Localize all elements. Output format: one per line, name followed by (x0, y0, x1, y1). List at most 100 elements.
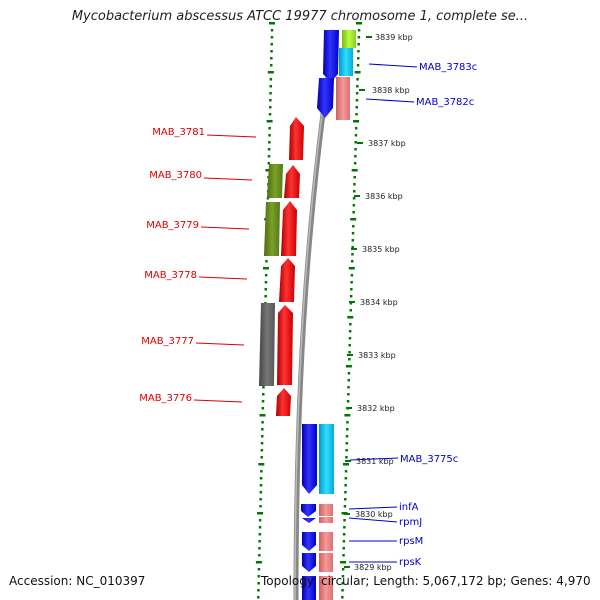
axis-tick (345, 449, 348, 452)
gene-label-mab-3779[interactable]: MAB_3779 (146, 220, 199, 231)
axis-tick (344, 491, 347, 494)
axis-tick (264, 281, 268, 284)
gene-mab-3778[interactable] (279, 258, 295, 302)
axis-tick (258, 547, 261, 550)
axis-tick (258, 554, 261, 557)
axis-tick (257, 596, 260, 599)
feature-salmon-rpsm (319, 532, 333, 551)
kbp-label: 3839 kbp (375, 33, 413, 42)
axis-tick (353, 176, 356, 179)
axis-tick (356, 85, 359, 88)
gene-rpsm[interactable] (302, 532, 316, 551)
gene-label-rpsk[interactable]: rpsK (399, 557, 422, 568)
axis-tick (262, 393, 265, 396)
axis-tick (345, 365, 352, 368)
axis-tick (345, 442, 349, 445)
axis-tick (351, 169, 358, 172)
axis-tick (268, 127, 271, 130)
gene-label-mab-3781[interactable]: MAB_3781 (152, 127, 205, 138)
axis-tick (348, 337, 352, 340)
axis-tick (344, 414, 351, 417)
feature-olive-1 (267, 164, 283, 198)
axis-tick (342, 547, 345, 550)
axis-tick (259, 505, 262, 508)
gene-mab-3783c[interactable] (323, 30, 339, 82)
axis-tick (259, 484, 263, 487)
left-feature-track (259, 117, 304, 416)
kbp-label: 3836 kbp (365, 192, 403, 201)
axis-tick (357, 29, 361, 32)
axis-tick (344, 477, 348, 480)
axis-tick (340, 561, 347, 564)
axis-tick (347, 393, 350, 396)
axis-tick (346, 421, 349, 424)
gene-mab-3781[interactable] (289, 117, 304, 160)
right-gene-labels: MAB_3783c MAB_3782c MAB_3775c infA rpmJ … (348, 62, 477, 568)
axis-tick (270, 50, 273, 53)
gene-label-mab-3777[interactable]: MAB_3777 (141, 336, 194, 347)
kbp-label: 3837 kbp (368, 139, 406, 148)
gene-label-mab-3776[interactable]: MAB_3776 (139, 393, 192, 404)
axis-tick (257, 582, 260, 585)
axis-tick (344, 498, 347, 501)
axis-tick (354, 148, 357, 151)
gene-label-mab-3778[interactable]: MAB_3778 (144, 270, 197, 281)
gene-mab-3779[interactable] (281, 201, 297, 256)
axis-tick (352, 211, 355, 214)
left-gene-labels: MAB_3781 MAB_3780 MAB_3779 MAB_3778 MAB_… (139, 127, 257, 404)
gene-mab-3782c[interactable] (317, 78, 334, 118)
axis-tick (357, 36, 361, 39)
gene-label-rpmj[interactable]: rpmJ (399, 517, 422, 528)
kbp-label: 3835 kbp (362, 245, 400, 254)
axis-tick (269, 106, 272, 109)
axis-tick (351, 246, 354, 249)
gene-label-mab-3775c[interactable]: MAB_3775c (400, 454, 458, 465)
axis-tick (270, 43, 273, 46)
axis-tick (354, 127, 358, 130)
gene-mab-3780[interactable] (284, 165, 300, 198)
gene-infa[interactable] (301, 504, 316, 517)
gene-mab-3776[interactable] (276, 388, 291, 416)
axis-tick (342, 540, 346, 543)
axis-tick (356, 78, 359, 81)
axis-tick (348, 267, 355, 270)
axis-tick (265, 169, 272, 172)
gene-label-mab-3782c[interactable]: MAB_3782c (416, 97, 474, 108)
gene-mab-3777[interactable] (277, 305, 293, 385)
gene-rpsk[interactable] (302, 553, 316, 572)
axis-tick (269, 99, 272, 102)
gene-mab-3775c[interactable] (302, 424, 317, 494)
axis-tick (343, 526, 346, 529)
summary-text: Topology: circular; Length: 5,067,172 bp… (261, 574, 591, 588)
axis-tick (350, 274, 354, 277)
gene-label-infa[interactable]: infA (399, 502, 419, 513)
axis-tick (348, 330, 352, 333)
axis-tick (270, 64, 273, 67)
kbp-label: 3838 kbp (372, 86, 410, 95)
gene-label-mab-3780[interactable]: MAB_3780 (149, 170, 202, 181)
axis-tick (351, 239, 355, 242)
feature-salmon-top (336, 77, 350, 120)
map-title: Mycobacterium abscessus ATCC 19977 chrom… (71, 9, 529, 24)
axis-tick (260, 470, 263, 473)
axis-tick (261, 400, 265, 403)
kbp-labels: 3839 kbp 3838 kbp 3837 kbp 3836 kbp 3835… (344, 33, 413, 572)
axis-tick (357, 57, 360, 60)
axis-tick (354, 71, 361, 74)
gene-label-mab-3783c[interactable]: MAB_3783c (419, 62, 477, 73)
axis-tick (259, 477, 263, 480)
axis-tick (257, 589, 260, 592)
gene-lower[interactable] (302, 576, 316, 600)
gene-label-rpsm[interactable]: rpsM (399, 536, 423, 547)
axis-tick (341, 582, 344, 585)
axis-tick (357, 50, 360, 53)
gene-rpmj[interactable] (302, 518, 316, 523)
axis-tick (269, 92, 272, 95)
axis-tick (258, 526, 262, 529)
feature-lime (342, 30, 356, 48)
feature-gray (259, 303, 275, 386)
axis-tick (260, 456, 263, 459)
axis-tick (259, 491, 263, 494)
axis-tick (349, 309, 352, 312)
